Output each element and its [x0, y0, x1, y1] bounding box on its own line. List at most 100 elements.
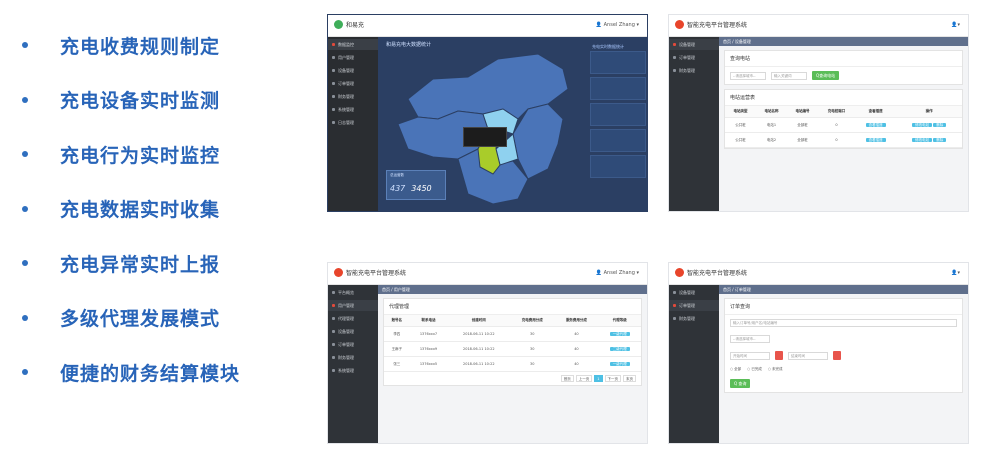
feature-text: 多级代理发展模式 — [60, 308, 221, 331]
feature-item: 充电异常实时上报 — [22, 236, 312, 291]
feature-text: 充电设备实时监测 — [60, 90, 221, 113]
card-title: 查询电站 — [725, 51, 962, 67]
prev-page-button[interactable]: 上一页 — [575, 375, 593, 382]
cell: 张三 — [384, 356, 410, 372]
sidebar-item[interactable]: 订单管理 — [328, 78, 378, 89]
table-row: 张三 1376xxx5 2018-06-11 10:22 30 40 一级代理 — [384, 356, 641, 372]
sidebar-item[interactable]: 财务管理 — [328, 91, 378, 102]
agent-level-button[interactable]: 一级代理 — [609, 362, 630, 366]
column-header: 电站名称 — [755, 106, 787, 118]
view-socket-button[interactable]: 查看插座 — [865, 138, 886, 142]
app-title: 智能充电平台管理系统 — [346, 270, 407, 277]
sidebar-item[interactable]: 财务管理 — [669, 313, 719, 324]
cell: 修改电站 删除 — [896, 132, 962, 148]
order-screenshot: 智能充电平台管理系统 👤▾ 设备管理 订单管理 财务管理 首页 / 订单管理 订… — [668, 262, 969, 444]
top-bar: 和易充 👤 Ansel Zhang ▾ — [328, 15, 647, 37]
menu-icon — [332, 121, 335, 124]
cell: 查看插座 — [854, 132, 897, 148]
sidebar-item[interactable]: 代理管理 — [328, 313, 378, 324]
sidebar-item[interactable]: 订单管理 — [669, 300, 719, 311]
sidebar-item[interactable]: 系统管理 — [328, 104, 378, 115]
delete-button[interactable]: 删除 — [933, 138, 947, 142]
last-page-button[interactable]: 末页 — [623, 375, 636, 382]
main-content: 首页 / 设备管理 查询电站 --请选择城市-- 输入关键词 Q查询电站 电站运… — [719, 37, 968, 211]
view-socket-button[interactable]: 查看插座 — [865, 123, 886, 127]
china-map[interactable] — [388, 49, 583, 209]
sidebar-item[interactable]: 设备管理 — [328, 326, 378, 337]
agent-level-button[interactable]: 二级代理 — [609, 347, 630, 351]
sidebar-item[interactable]: 财务管理 — [328, 352, 378, 363]
sidebar-item-label: 订单管理 — [338, 80, 354, 86]
end-date-input[interactable]: 结束时间 — [788, 351, 828, 360]
cell: 2018-06-11 10:22 — [447, 356, 511, 372]
edit-station-button[interactable]: 修改电站 — [912, 138, 933, 142]
card-title: 订单查询 — [725, 299, 962, 315]
card-title: 代理管理 — [384, 299, 641, 315]
feature-text: 充电收费规则制定 — [60, 35, 221, 58]
order-input-row: 输入订单号/用户名/电站编号 — [725, 315, 962, 331]
menu-icon — [673, 317, 676, 320]
sidebar-item[interactable]: 设备管理 — [328, 65, 378, 76]
sidebar-item[interactable]: 订单管理 — [669, 52, 719, 63]
date-row: 开始时间 结束时间 — [725, 347, 962, 364]
cell: 电站1 — [755, 117, 787, 133]
sidebar-item[interactable]: 用户管理 — [328, 300, 378, 311]
sidebar-item-label: 设备管理 — [338, 67, 354, 73]
cell: 李四 — [384, 326, 410, 342]
sidebar-item[interactable]: 用户管理 — [328, 52, 378, 63]
cell: 2018-06-11 10:22 — [447, 341, 511, 357]
search-station-button[interactable]: Q查询电站 — [812, 71, 840, 80]
column-header: 服务费用分成 — [554, 315, 599, 327]
bullet-icon — [22, 369, 28, 376]
edit-station-button[interactable]: 修改电站 — [912, 123, 933, 127]
sidebar-item[interactable]: 日志管理 — [328, 117, 378, 128]
city-select[interactable]: --请选择城市-- — [730, 71, 766, 80]
radio-label: 全部 — [734, 367, 742, 371]
stat-box — [590, 77, 646, 100]
sidebar-item-label: 代理管理 — [338, 315, 354, 321]
order-search-input[interactable]: 输入订单号/用户名/电站编号 — [730, 319, 957, 327]
feature-item: 便捷的财务结算模块 — [22, 345, 312, 400]
station-screenshot: 智能充电平台管理系统 👤▾ 设备管理 订单管理 财务管理 首页 / 设备管理 查… — [668, 14, 969, 212]
dashboard-screenshot: 和易充 👤 Ansel Zhang ▾ 数据监控 用户管理 设备管理 订单管理 … — [327, 14, 648, 212]
menu-icon — [673, 69, 676, 72]
user-menu[interactable]: 👤▾ — [951, 22, 960, 28]
delete-button[interactable]: 删除 — [933, 123, 947, 127]
query-button[interactable]: Q 查询 — [730, 379, 751, 388]
kpi-label: 总运营数 — [390, 173, 404, 177]
sidebar-item[interactable]: 财务管理 — [669, 65, 719, 76]
table-row: 李四 1376xxx7 2018-06-11 10:22 30 40 一级代理 — [384, 326, 641, 342]
sidebar-item[interactable]: 设备管理 — [669, 39, 719, 50]
first-page-button[interactable]: 首页 — [560, 375, 574, 382]
feature-text: 充电行为实时监控 — [60, 144, 221, 167]
keyword-input[interactable]: 输入关键词 — [771, 71, 807, 80]
cell: 查看插座 — [854, 117, 897, 133]
current-page-button[interactable]: 1 — [594, 375, 603, 382]
sidebar-item[interactable]: 系统管理 — [328, 365, 378, 376]
sidebar-item[interactable]: 设备管理 — [669, 287, 719, 298]
feature-text: 充电数据实时收集 — [60, 199, 221, 222]
user-menu[interactable]: 👤 Ansel Zhang ▾ — [595, 270, 639, 276]
table-row: 公共桩 电站2 全部桩 0 查看插座 修改电站 删除 — [725, 132, 962, 148]
sidebar-item[interactable]: 数据监控 — [328, 39, 378, 50]
start-date-input[interactable]: 开始时间 — [730, 351, 770, 360]
radio-done[interactable]: ○ 已完成 — [747, 367, 762, 371]
table-row: 公共桩 电站1 全部桩 0 查看插座 修改电站 删除 — [725, 117, 962, 133]
agent-level-button[interactable]: 一级代理 — [609, 332, 630, 336]
stat-box — [590, 51, 646, 74]
sidebar-item[interactable]: 订单管理 — [328, 339, 378, 350]
calendar-icon[interactable] — [833, 351, 841, 360]
kpi-value: 3450 — [411, 184, 432, 193]
user-menu[interactable]: 👤▾ — [951, 270, 960, 276]
radio-undone[interactable]: ○ 未完成 — [767, 367, 783, 371]
radio-all[interactable]: ○ 全部 — [730, 367, 742, 371]
cell: 0 — [817, 117, 855, 133]
sidebar-item[interactable]: 平台概览 — [328, 287, 378, 298]
user-menu[interactable]: 👤 Ansel Zhang ▾ — [595, 22, 639, 28]
bullet-icon — [22, 314, 28, 321]
next-page-button[interactable]: 下一页 — [604, 375, 621, 382]
city-select[interactable]: --请选择城市-- — [730, 335, 770, 343]
search-row: --请选择城市-- 输入关键词 Q查询电站 — [725, 67, 962, 84]
sidebar-item-label: 平台概览 — [338, 289, 354, 295]
calendar-icon[interactable] — [775, 351, 783, 360]
